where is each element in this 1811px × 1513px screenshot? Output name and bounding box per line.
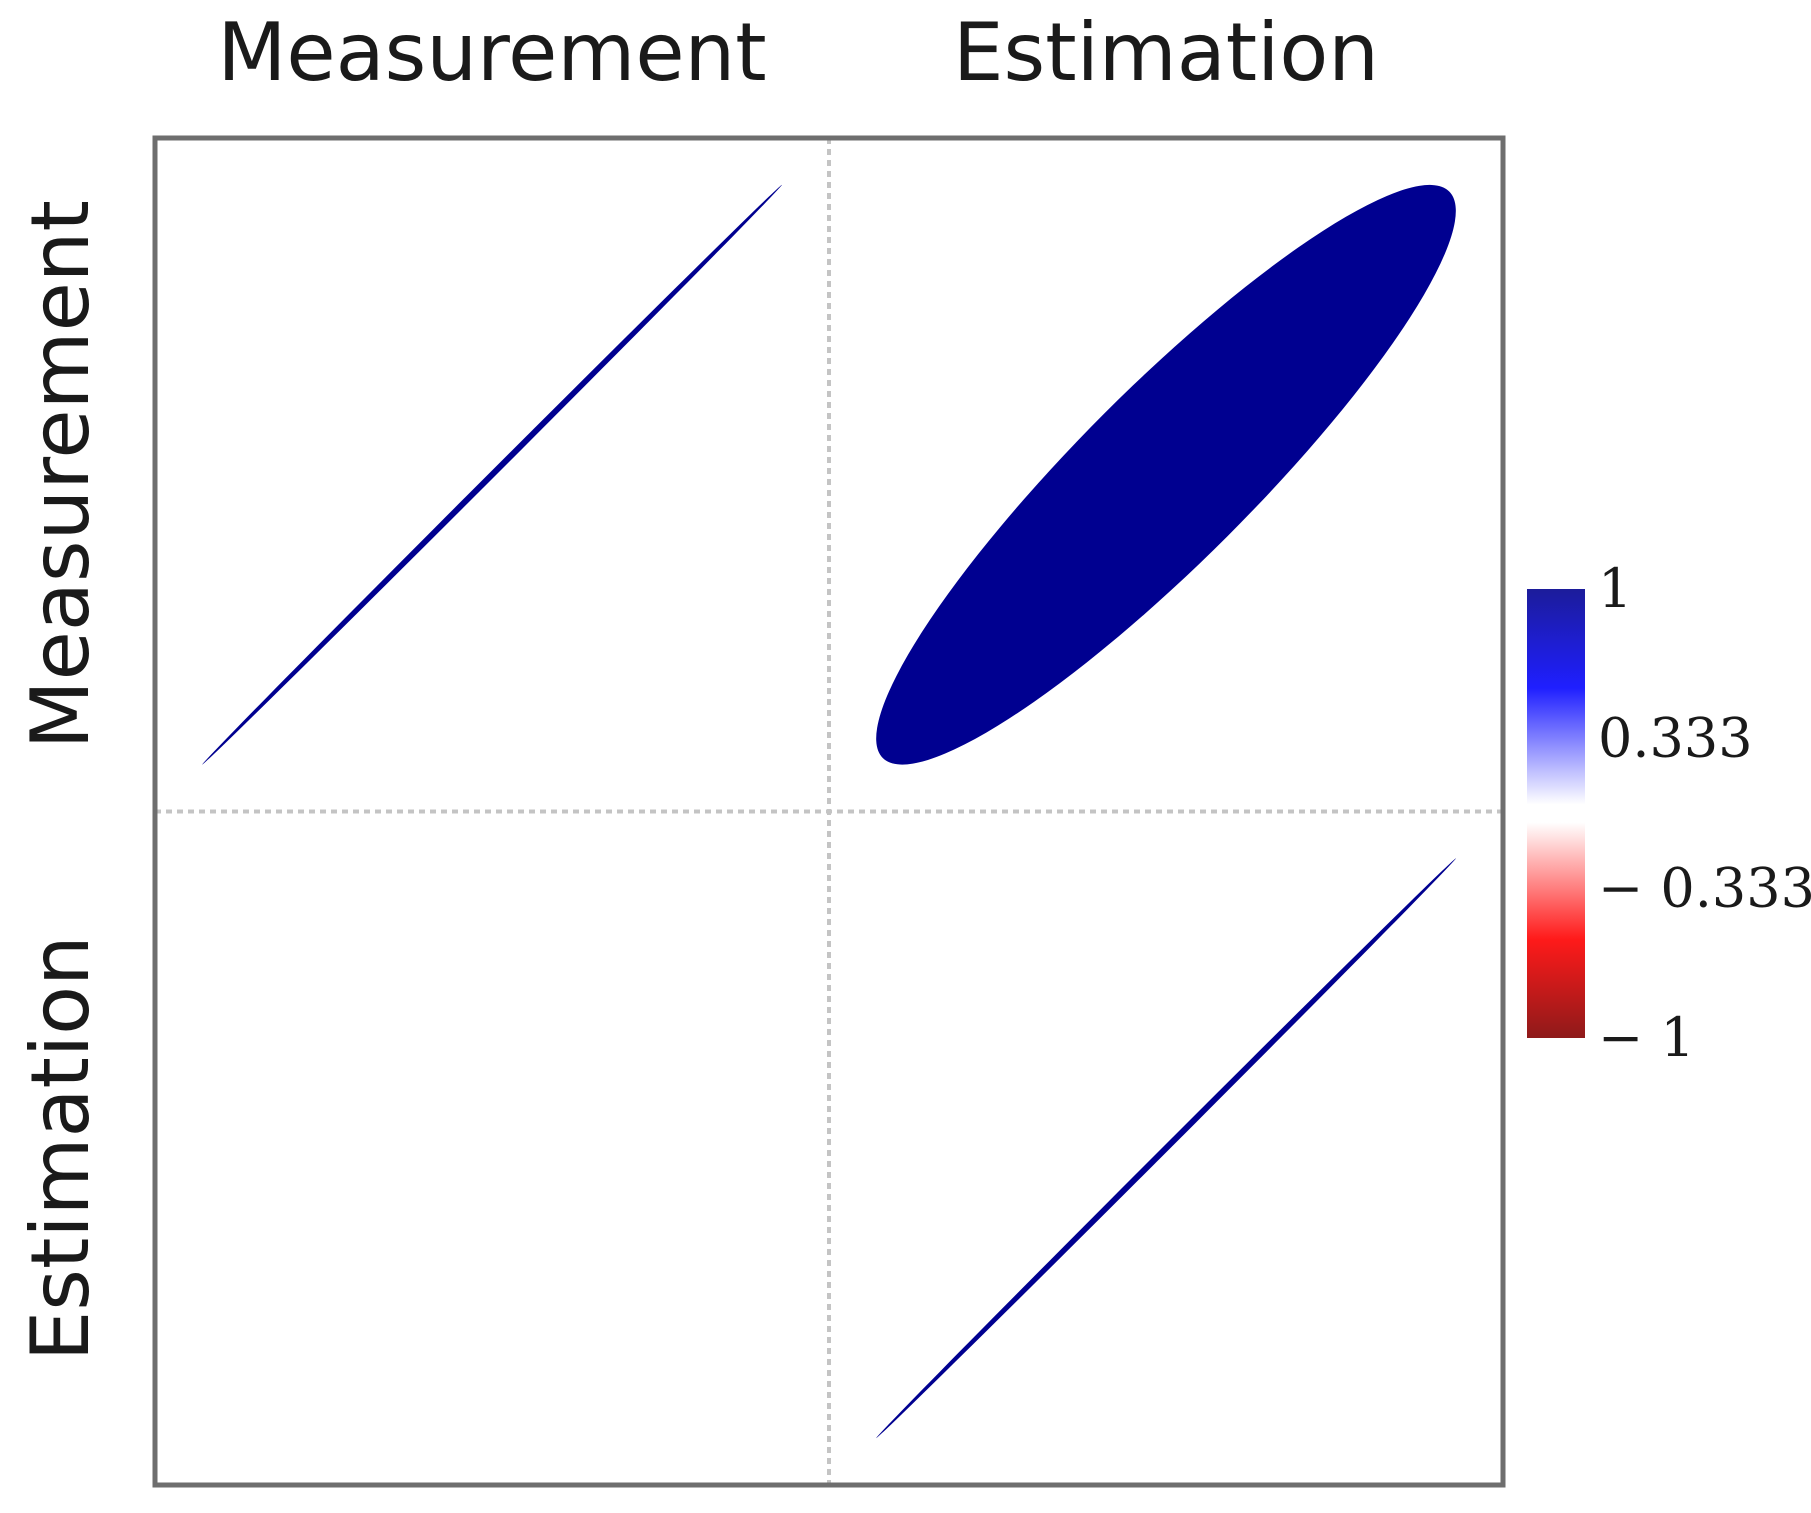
colorbar-tick-label: 1 — [1598, 557, 1632, 620]
colorbar-tick-label: − 0.333 — [1598, 856, 1811, 919]
colorbar-tick-label: 0.333 — [1598, 707, 1753, 770]
correlation-ellipse-measurement-estimation — [876, 184, 1456, 765]
column-label-estimation: Estimation — [953, 6, 1379, 99]
matrix-frame — [152, 135, 1506, 1488]
colorbar-gradient — [1527, 589, 1585, 1038]
column-label-measurement: Measurement — [217, 6, 766, 99]
colorbar-tick-label: − 1 — [1598, 1006, 1695, 1069]
row-label-measurement: Measurement — [14, 200, 107, 749]
correlation-ellipse-estimation-estimation — [876, 858, 1456, 1439]
colorbar: 1 0.333 − 0.333 − 1 — [1527, 557, 1811, 1069]
correlation-ellipse-measurement-measurement — [202, 184, 782, 765]
row-label-estimation: Estimation — [14, 935, 107, 1361]
matrix-panel — [152, 135, 1506, 1488]
variable-labels: Measurement Measurement Estimation Estimati… — [14, 6, 1379, 1361]
